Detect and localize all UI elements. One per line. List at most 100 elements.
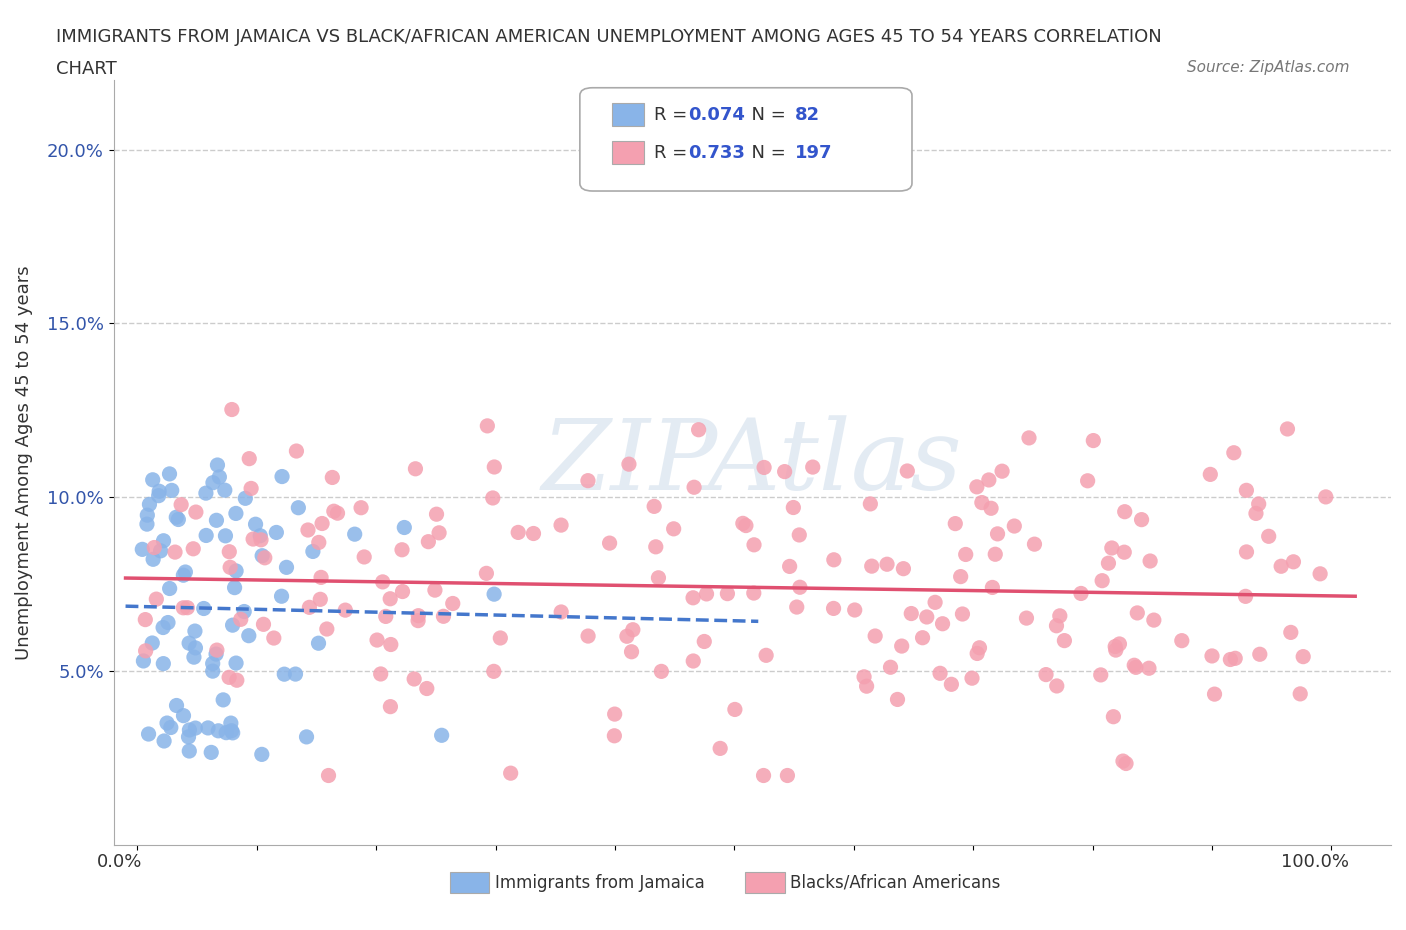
Point [789,579,811,594]
Point [876,557,898,572]
Point [380,637,402,652]
Point [141,635,163,650]
Point [522,526,544,541]
Point [297,523,319,538]
Point [644,539,666,554]
Point [489,631,512,645]
Point [688,422,710,437]
Point [201,475,224,490]
Point [1018,431,1040,445]
Point [142,472,165,487]
Point [603,728,626,743]
Point [225,656,247,671]
Text: N =: N = [740,144,792,162]
Point [603,707,626,722]
Point [271,469,294,484]
Text: CHART: CHART [56,60,117,78]
Point [295,729,318,744]
Point [801,459,824,474]
Point [172,601,194,616]
Text: 0.0%: 0.0% [97,853,142,870]
Point [201,656,224,671]
Point [250,747,273,762]
Point [404,461,426,476]
Text: 197: 197 [794,144,832,162]
Point [484,459,506,474]
Point [427,525,450,540]
Point [156,615,179,630]
Point [408,608,430,623]
Text: R =: R = [654,144,693,162]
Point [311,516,333,531]
Point [284,667,307,682]
Point [321,470,343,485]
Text: 100.0%: 100.0% [1281,853,1348,870]
Point [218,670,240,684]
Point [208,470,231,485]
Point [980,501,1002,516]
Point [1225,651,1247,666]
Point [245,517,267,532]
Point [153,734,176,749]
Point [371,575,394,590]
Point [787,527,810,542]
Point [183,650,205,665]
Point [1077,473,1099,488]
Point [620,644,643,659]
Point [391,542,413,557]
Point [890,639,912,654]
Point [195,528,218,543]
Point [482,664,505,679]
Point [353,550,375,565]
Point [308,636,330,651]
Point [1024,537,1046,551]
Point [662,522,685,537]
Point [166,698,188,713]
Point [322,504,344,519]
Point [1315,489,1337,504]
Point [1035,667,1057,682]
Point [617,457,640,472]
Point [240,481,263,496]
Point [145,591,167,606]
Point [550,518,572,533]
Y-axis label: Unemployment Among Ages 45 to 54 years: Unemployment Among Ages 45 to 54 years [15,265,32,660]
Point [1002,519,1025,534]
Point [148,484,170,498]
Point [270,589,292,604]
Point [224,580,246,595]
Point [177,729,200,744]
Point [266,525,288,540]
Point [1104,639,1126,654]
Point [142,551,165,566]
Point [991,464,1014,479]
Point [170,498,193,512]
Point [335,603,357,618]
Point [233,491,256,506]
Point [406,613,429,628]
Point [253,551,276,565]
Point [250,532,273,547]
Point [1234,589,1257,604]
Point [179,723,201,737]
Point [782,500,804,515]
Point [823,552,845,567]
Point [1045,618,1067,633]
Point [1083,433,1105,448]
Point [643,498,665,513]
Point [929,666,952,681]
Point [138,497,160,512]
Point [172,568,194,583]
Point [1102,710,1125,724]
Point [844,603,866,618]
Point [1139,553,1161,568]
Point [273,667,295,682]
Point [859,497,882,512]
Point [1234,483,1257,498]
Point [1201,648,1223,663]
Point [416,681,439,696]
FancyBboxPatch shape [579,87,912,191]
Point [173,709,195,724]
Point [285,444,308,458]
Point [1292,649,1315,664]
